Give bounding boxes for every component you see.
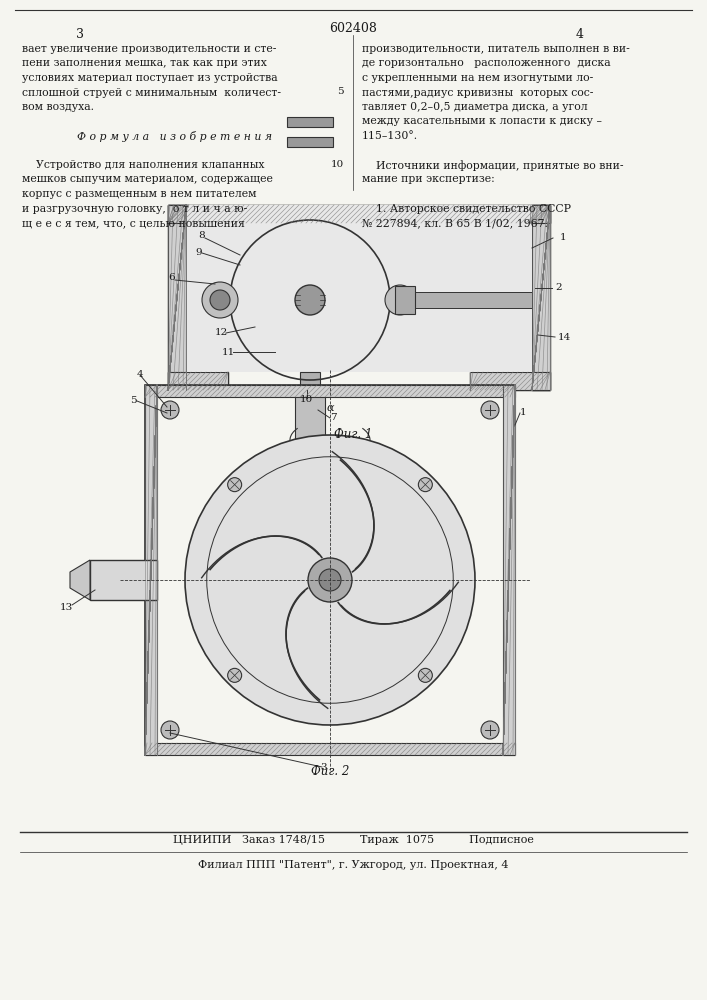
Text: корпус с размещенным в нем питателем: корпус с размещенным в нем питателем [22, 189, 257, 199]
Text: 2: 2 [555, 283, 561, 292]
Text: 12: 12 [215, 328, 228, 337]
Text: 602408: 602408 [329, 22, 378, 35]
Circle shape [419, 478, 433, 492]
Text: 1: 1 [520, 408, 527, 417]
Text: 1: 1 [560, 233, 566, 242]
Circle shape [228, 668, 242, 682]
Text: 4: 4 [576, 28, 584, 41]
Polygon shape [470, 372, 550, 390]
Text: щ е е с я тем, что, с целью повышения: щ е е с я тем, что, с целью повышения [22, 218, 245, 228]
Text: 115–130°.: 115–130°. [362, 131, 418, 141]
Text: сплошной струей с минимальным  количест-: сплошной струей с минимальным количест- [22, 88, 281, 98]
Bar [395, 286, 415, 314]
Text: 3: 3 [320, 763, 327, 772]
Circle shape [481, 401, 499, 419]
Text: 4: 4 [137, 370, 144, 379]
Bar [295, 390, 325, 445]
Text: де горизонтально   расположенного  диска: де горизонтально расположенного диска [362, 58, 611, 68]
Circle shape [161, 721, 179, 739]
Bar [168, 205, 186, 390]
Text: ЦНИИПИ   Заказ 1748/15          Тираж  1075          Подписное: ЦНИИПИ Заказ 1748/15 Тираж 1075 Подписно… [173, 835, 534, 845]
Text: производительности, питатель выполнен в ви-: производительности, питатель выполнен в … [362, 44, 630, 54]
Polygon shape [503, 385, 515, 755]
Polygon shape [145, 743, 515, 755]
Polygon shape [530, 205, 550, 223]
Bar [186, 205, 532, 372]
Text: 7: 7 [330, 413, 337, 422]
Polygon shape [70, 560, 90, 600]
Text: пастями,радиус кривизны  которых сос-: пастями,радиус кривизны которых сос- [362, 88, 593, 98]
Text: 5: 5 [337, 88, 344, 97]
Circle shape [228, 478, 242, 492]
Text: и разгрузочную головку,  о т л и ч а ю-: и разгрузочную головку, о т л и ч а ю- [22, 204, 247, 214]
Polygon shape [168, 372, 228, 390]
Polygon shape [168, 205, 186, 390]
Text: условиях материал поступает из устройства: условиях материал поступает из устройств… [22, 73, 278, 83]
Text: α: α [326, 403, 334, 413]
Polygon shape [295, 445, 325, 465]
Bar [287, 137, 333, 147]
Bar [400, 292, 532, 308]
Text: № 227894, кл. В 65 В 1/02, 1967.: № 227894, кл. В 65 В 1/02, 1967. [362, 218, 548, 228]
Circle shape [295, 285, 325, 315]
Text: с укрепленными на нем изогнутыми ло-: с укрепленными на нем изогнутыми ло- [362, 73, 593, 83]
Circle shape [202, 282, 238, 318]
Text: Фиг. 2: Фиг. 2 [311, 765, 349, 778]
Text: Устройство для наполнения клапанных: Устройство для наполнения клапанных [22, 160, 264, 170]
Text: 14: 14 [558, 333, 571, 342]
Bar [470, 372, 550, 390]
Text: Ф о р м у л а   и з о б р е т е н и я: Ф о р м у л а и з о б р е т е н и я [78, 131, 273, 142]
Text: мание при экспертизе:: мание при экспертизе: [362, 174, 495, 184]
Text: 11: 11 [222, 348, 235, 357]
Polygon shape [168, 205, 188, 223]
Circle shape [319, 569, 341, 591]
Bar [90, 560, 157, 600]
Text: мешков сыпучим материалом, содержащее: мешков сыпучим материалом, содержащее [22, 174, 273, 184]
Text: между касательными к лопасти к диску –: между касательными к лопасти к диску – [362, 116, 602, 126]
Text: тавляет 0,2–0,5 диаметра диска, а угол: тавляет 0,2–0,5 диаметра диска, а угол [362, 102, 588, 112]
Text: 10: 10 [300, 395, 313, 404]
Bar [300, 372, 320, 440]
Circle shape [481, 721, 499, 739]
Text: Фиг. 1: Фиг. 1 [334, 428, 372, 441]
Text: 1. Авторское свидетельство СССР: 1. Авторское свидетельство СССР [362, 204, 571, 214]
Bar [532, 205, 550, 390]
Text: вом воздуха.: вом воздуха. [22, 102, 94, 112]
Text: 9: 9 [195, 248, 201, 257]
Bar [168, 205, 550, 223]
Text: Филиал ППП "Патент", г. Ужгород, ул. Проектная, 4: Филиал ППП "Патент", г. Ужгород, ул. Про… [198, 860, 508, 870]
Circle shape [161, 401, 179, 419]
Text: 13: 13 [60, 603, 74, 612]
Bar [287, 117, 333, 127]
Polygon shape [168, 205, 550, 223]
Circle shape [385, 285, 415, 315]
Circle shape [308, 558, 352, 602]
Text: Источники информации, принятые во вни-: Источники информации, принятые во вни- [362, 160, 624, 171]
Bar [168, 372, 228, 390]
Text: 10: 10 [331, 160, 344, 169]
Polygon shape [145, 385, 157, 755]
Bar [145, 385, 515, 755]
Text: пени заполнения мешка, так как при этих: пени заполнения мешка, так как при этих [22, 58, 267, 68]
Text: 5: 5 [130, 396, 136, 405]
Text: 8: 8 [198, 231, 204, 240]
Polygon shape [532, 205, 550, 390]
Circle shape [185, 435, 475, 725]
Circle shape [419, 668, 433, 682]
Text: 3: 3 [76, 28, 84, 41]
Polygon shape [145, 385, 515, 397]
Circle shape [210, 290, 230, 310]
Text: вает увеличение производительности и сте-: вает увеличение производительности и сте… [22, 44, 276, 54]
Text: 6: 6 [168, 273, 175, 282]
